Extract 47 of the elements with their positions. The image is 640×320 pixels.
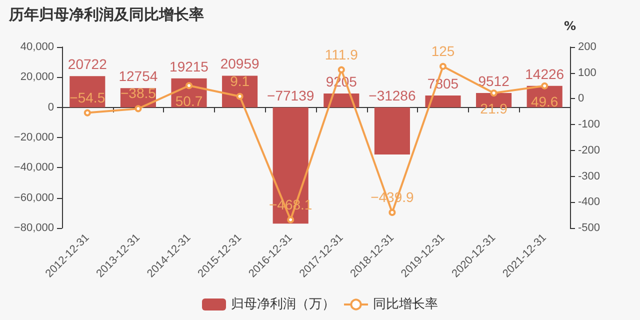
data-label: 111.9	[324, 46, 358, 62]
y-tick-label: 20,000	[20, 71, 54, 84]
data-label: −54.5	[70, 89, 106, 106]
y2-tick-label: -100	[578, 118, 600, 131]
data-label: 14226	[525, 66, 564, 82]
y2-tick-label: 200	[578, 41, 596, 53]
data-label: 19215	[170, 58, 209, 74]
y2-tick-label: 0	[578, 92, 584, 105]
y-tick-label: 0	[48, 101, 54, 114]
data-label: −31286	[368, 87, 416, 104]
data-label: 12754	[118, 68, 158, 84]
data-label: 49.6	[530, 93, 558, 110]
y-tick-label: −20,000	[14, 132, 54, 144]
data-label: −77139	[267, 87, 314, 104]
y2-axis-title: %	[564, 19, 576, 33]
y2-tick-label: -200	[578, 144, 600, 156]
data-label: 9.1	[230, 72, 250, 89]
y2-tick-label: 100	[578, 66, 596, 79]
data-label: 125	[431, 42, 455, 59]
point	[440, 62, 446, 70]
y2-tick-label: -500	[578, 222, 600, 234]
legend-label: 同比增长率	[373, 296, 438, 312]
point	[388, 208, 396, 216]
point	[236, 92, 244, 100]
data-label: 9512	[478, 72, 510, 89]
bar	[222, 76, 258, 108]
point	[338, 66, 345, 74]
point	[84, 109, 91, 116]
data-label: −38.5	[120, 85, 156, 102]
y-tick-label: −80,000	[14, 222, 54, 234]
bar	[374, 107, 410, 155]
chart-title: 历年归母净利润及同比增长率	[8, 6, 204, 24]
data-label: 50.7	[175, 93, 203, 110]
y-tick-label: −40,000	[14, 162, 54, 174]
bar	[425, 96, 461, 108]
data-label: 20959	[220, 56, 260, 72]
point	[186, 82, 192, 90]
y-tick-label: 40,000	[20, 41, 54, 53]
legend-label: 归母净利润（万）	[231, 297, 335, 312]
y-tick-label: −60,000	[14, 192, 54, 204]
y2-tick-label: -300	[578, 170, 600, 182]
point	[490, 90, 498, 97]
point	[541, 82, 548, 90]
point	[134, 105, 142, 112]
data-label: 20722	[68, 56, 108, 72]
y2-tick-label: -400	[578, 196, 600, 208]
point	[287, 216, 294, 224]
